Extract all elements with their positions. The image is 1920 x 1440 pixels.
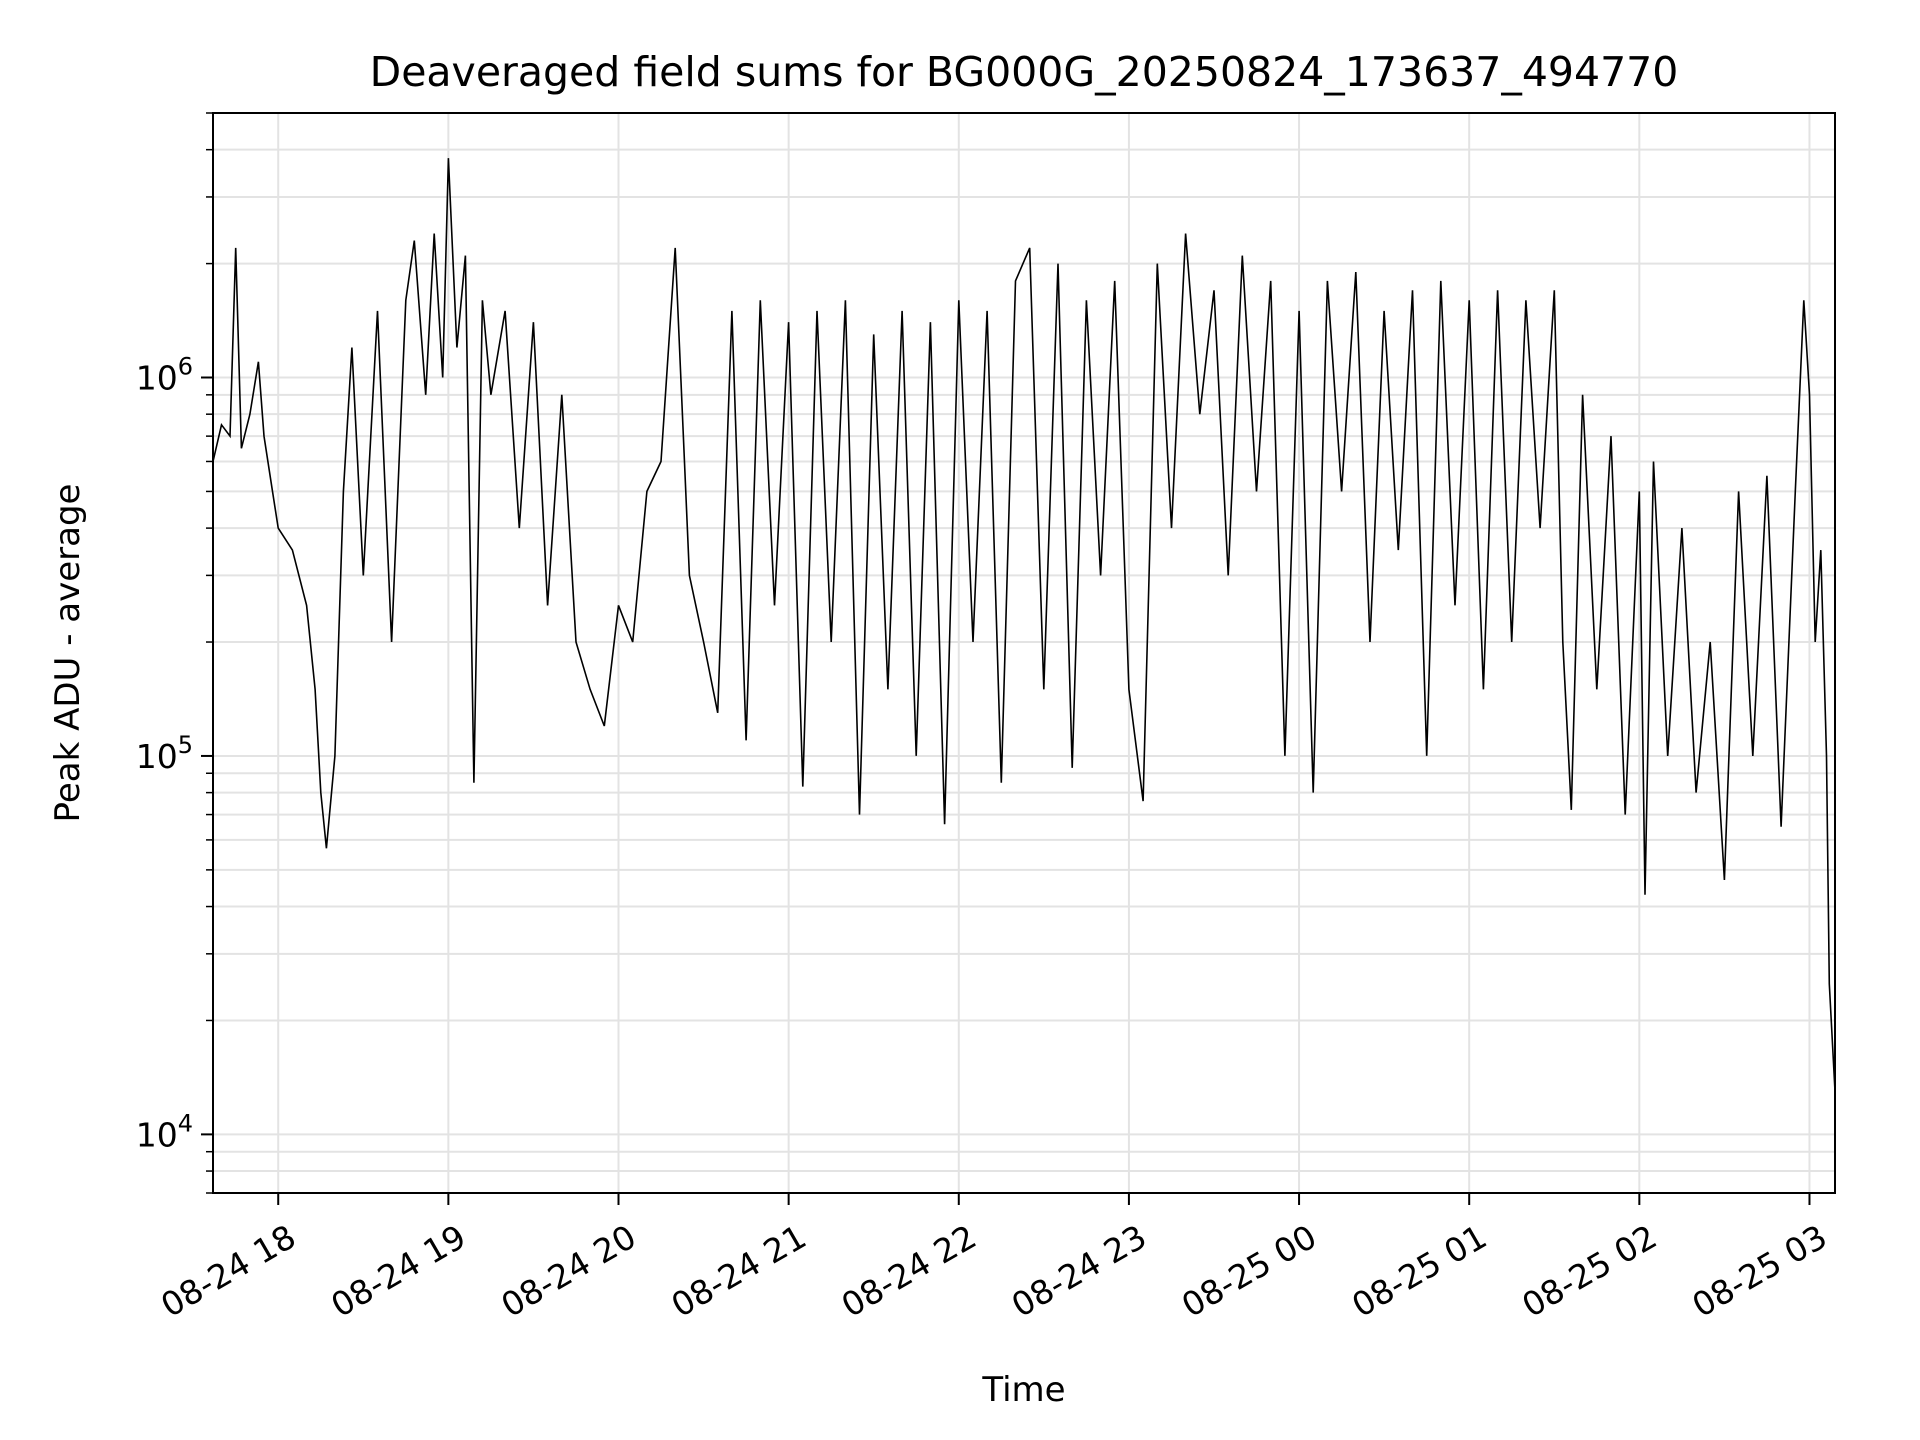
plot-frame	[212, 112, 1836, 1194]
x-axis-label: Time	[981, 1370, 1065, 1410]
y-tick-label: 104	[136, 1109, 193, 1154]
data-series-line	[212, 158, 1836, 1092]
y-tick-label: 106	[136, 353, 193, 398]
y-axis-label: Peak ADU - average	[48, 484, 88, 823]
grid-lines	[213, 112, 1835, 1194]
y-axis-ticks: 104 105 106	[136, 112, 213, 1194]
chart-title: Deaveraged field sums for BG000G_2025082…	[370, 48, 1679, 96]
series-layer	[212, 158, 1836, 1092]
y-tick-label: 105	[136, 731, 193, 776]
